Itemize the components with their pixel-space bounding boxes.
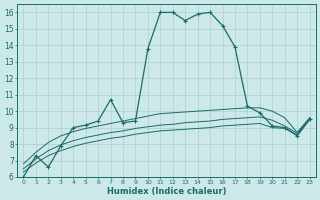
X-axis label: Humidex (Indice chaleur): Humidex (Indice chaleur) <box>107 187 226 196</box>
